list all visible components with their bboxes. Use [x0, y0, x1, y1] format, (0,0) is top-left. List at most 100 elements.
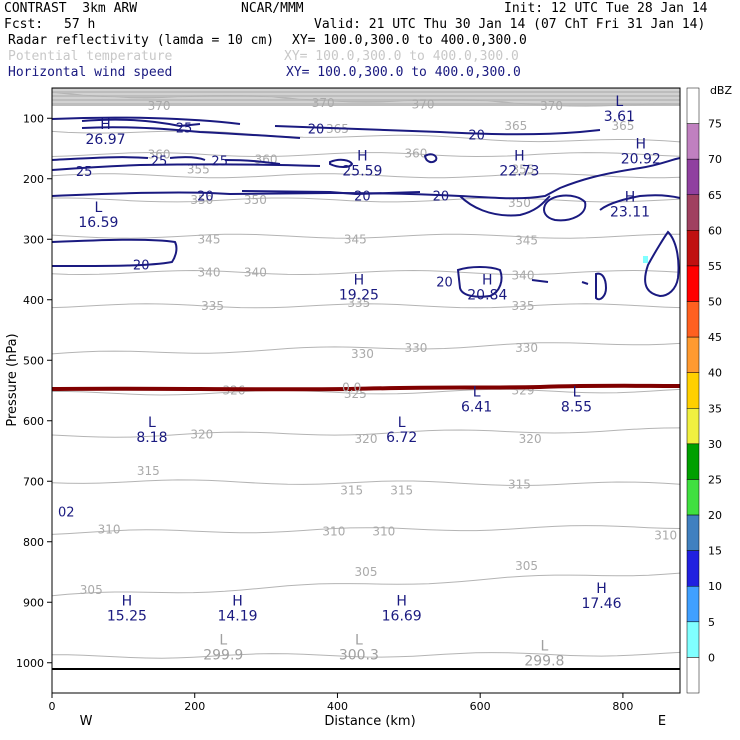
low-marker: L: [94, 200, 102, 216]
theta-contour-320: [51, 427, 681, 438]
colorbar-swatch: [686, 657, 700, 694]
colorbar-level: 5: [708, 616, 715, 629]
colorbar-level: 65: [708, 189, 722, 202]
high-marker: H: [514, 149, 525, 165]
theta-label: 315: [390, 483, 413, 497]
theta-label: 360: [148, 148, 171, 162]
extremum-value: 299.8: [524, 654, 564, 670]
wind-contour-20-upper: [274, 125, 601, 136]
extremum-value: 8.18: [136, 430, 167, 446]
wind-contour-20-lower: [51, 157, 681, 200]
colorbar-level: 75: [708, 118, 722, 131]
extremum-value: 22.73: [499, 164, 539, 180]
theta-label: 365: [611, 119, 634, 133]
wind-label: 25: [176, 121, 193, 136]
wind-contour-25-top: [81, 118, 201, 128]
theta-label: 330: [405, 341, 428, 355]
valid-time: Valid: 21 UTC Thu 30 Jan 14 (07 ChT Fri …: [314, 17, 706, 32]
theta-label: 340: [244, 266, 267, 280]
wind-contour-right-blob: [644, 230, 680, 298]
colorbar-swatch: [686, 443, 700, 480]
colorbar-swatch: [686, 372, 700, 409]
theta-label: 310: [654, 529, 677, 543]
extremum-value: 19.25: [339, 288, 379, 304]
theta-label: 305: [80, 583, 103, 597]
field-2-name: Potential temperature: [8, 49, 173, 64]
wind-contour-right: [459, 195, 551, 217]
colorbar-swatch: [686, 194, 700, 231]
y-tick-label: 400: [23, 294, 44, 307]
x-axis: 0 200 400 600 800: [49, 693, 633, 713]
wind-label: 20: [354, 190, 371, 205]
y-tick-label: 1000: [16, 657, 44, 670]
direction-east: E: [658, 714, 666, 729]
theta-label: 365: [504, 119, 527, 133]
reflectivity-speck: [643, 256, 648, 263]
theta-label: 350: [244, 193, 267, 207]
theta-label: 315: [508, 477, 531, 491]
extremum-value: 6.72: [386, 430, 417, 446]
colorbar-level: 70: [708, 153, 722, 166]
high-marker: H: [100, 117, 111, 133]
theta-label: 310: [372, 524, 395, 538]
theta-label: 335: [347, 296, 370, 310]
colorbar-swatch: [686, 336, 700, 373]
theta-label: 345: [515, 233, 538, 247]
wind-label: 20: [308, 123, 325, 138]
theta-label: 360: [405, 146, 428, 160]
extremum-value: 8.55: [561, 400, 592, 416]
theta-label: 370: [540, 99, 563, 113]
low-marker: L: [573, 385, 581, 401]
wind-label: 20: [197, 190, 214, 205]
theta-label: 320: [519, 432, 542, 446]
colorbar-swatch: [686, 265, 700, 302]
wind-contour-mid-cell: [456, 266, 503, 298]
center-name: NCAR/MMM: [241, 1, 304, 16]
theta-label: 305: [515, 559, 538, 573]
x-axis-label: Distance (km): [324, 714, 415, 729]
freezing-labels: 0.0: [342, 380, 361, 394]
field-2-xy: XY= 100.0,300.0 to 400.0,300.0: [284, 49, 519, 64]
theta-contour-360: [51, 152, 681, 158]
theta-contour-325: [52, 388, 681, 396]
colorbar-swatch: [686, 230, 700, 267]
theta-label: 350: [508, 196, 531, 210]
theta-label: 335: [201, 299, 224, 313]
extremum-value: 23.11: [610, 205, 650, 221]
extremum-value: 20.92: [621, 152, 661, 168]
theta-label: 315: [340, 483, 363, 497]
colorbar-level: 40: [708, 367, 722, 380]
theta-contour-365: [51, 130, 681, 143]
colorbar-level: 35: [708, 402, 722, 415]
wind-contour-25-a: [81, 126, 301, 139]
wind-label: 20: [468, 129, 485, 144]
theta-label: 370: [412, 97, 435, 111]
theta-contours: [51, 92, 681, 659]
wind-labels: 25 20 20 25 25 25 20 20 20 20 20 02: [58, 121, 485, 520]
colorbar-level: 60: [708, 224, 722, 237]
freezing-level-line: [51, 383, 681, 392]
extremum-value: 299.9: [203, 648, 243, 664]
low-marker: L: [148, 415, 156, 431]
extremum-value: 25.59: [342, 164, 382, 180]
y-tick-label: 800: [23, 536, 44, 549]
wind-contour-cell-b: [423, 153, 438, 164]
wind-contours: [51, 116, 681, 301]
colorbar-swatch: [686, 479, 700, 516]
theta-contour-335: [51, 303, 681, 309]
wind-contour-20-left-box: [51, 238, 178, 267]
extremum-value: 300.3: [339, 648, 379, 664]
theta-label: 370: [148, 99, 171, 113]
colorbar-swatch: [686, 301, 700, 338]
wind-label: 25: [151, 155, 168, 170]
colorbar-level: 0: [708, 651, 715, 664]
theta-label: 315: [137, 464, 160, 478]
theta-label: 370: [312, 96, 335, 110]
high-marker: H: [357, 149, 368, 165]
high-marker: H: [482, 273, 493, 289]
field-1-name: Radar reflectivity (lamda = 10 cm): [8, 33, 275, 48]
theta-contour-370: [51, 92, 681, 107]
fcst-label: Fcst:: [4, 17, 44, 32]
